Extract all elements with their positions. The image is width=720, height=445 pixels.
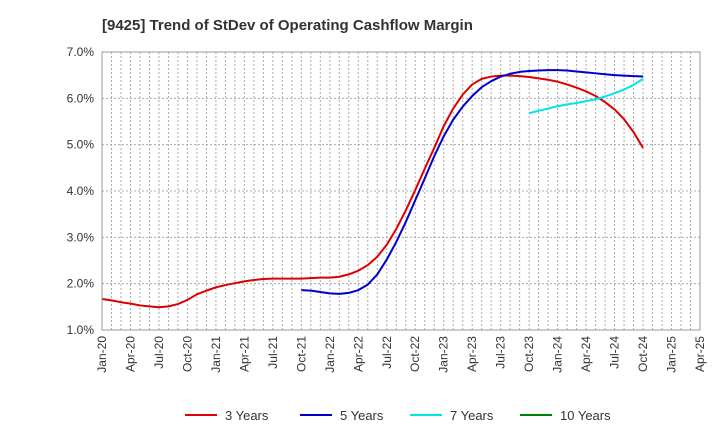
- y-tick-label: 1.0%: [67, 323, 95, 337]
- x-tick-label: Oct-24: [636, 336, 650, 372]
- x-tick-label: Jan-25: [665, 336, 679, 373]
- x-tick-label: Apr-21: [237, 336, 251, 372]
- chart-title: [9425] Trend of StDev of Operating Cashf…: [102, 17, 473, 34]
- x-tick-label: Jan-24: [551, 336, 565, 373]
- x-tick-label: Apr-23: [465, 336, 479, 372]
- x-tick-label: Jul-23: [494, 336, 508, 369]
- y-tick-label: 2.0%: [67, 277, 95, 291]
- legend: 3 Years 5 Years 7 Years 10 Years: [185, 408, 611, 423]
- x-tick-label: Oct-20: [180, 336, 194, 372]
- x-axis: Jan-20 Apr-20 Jul-20 Oct-20 Jan-21 Apr-21 Jul-…: [95, 336, 707, 373]
- series-layer: [101, 69, 644, 309]
- y-axis: 1.0% 2.0% 3.0% 4.0% 5.0% 6.0% 7.0%: [67, 45, 95, 337]
- legend-label: 3 Years: [225, 408, 269, 423]
- legend-label: 5 Years: [340, 408, 384, 423]
- x-tick-label: Apr-24: [579, 336, 593, 372]
- plot-area-border: [101, 51, 701, 331]
- x-tick-label: Jan-23: [437, 336, 451, 373]
- series-line: [528, 78, 644, 115]
- x-tick-label: Jan-22: [323, 336, 337, 373]
- x-tick-label: Apr-22: [351, 336, 365, 372]
- x-tick-label: Jul-24: [608, 336, 622, 369]
- series-line: [101, 74, 644, 309]
- plot-frame: [101, 51, 701, 331]
- x-tick-label: Jan-21: [209, 336, 223, 373]
- x-tick-label: Oct-22: [408, 336, 422, 372]
- y-tick-label: 5.0%: [67, 138, 95, 152]
- y-tick-label: 7.0%: [67, 45, 95, 59]
- legend-label: 10 Years: [560, 408, 611, 423]
- x-tick-label: Apr-20: [123, 336, 137, 372]
- series-line: [301, 69, 644, 295]
- x-tick-label: Apr-25: [693, 336, 707, 372]
- x-tick-label: Jul-22: [380, 336, 394, 369]
- y-tick-label: 3.0%: [67, 230, 95, 244]
- y-tick-label: 4.0%: [67, 184, 95, 198]
- x-tick-label: Oct-21: [294, 336, 308, 372]
- x-tick-label: Jul-20: [152, 336, 166, 369]
- legend-label: 7 Years: [450, 408, 494, 423]
- x-tick-label: Jan-20: [95, 336, 109, 373]
- y-tick-label: 6.0%: [67, 91, 95, 105]
- x-tick-label: Jul-21: [266, 336, 280, 369]
- x-tick-label: Oct-23: [522, 336, 536, 372]
